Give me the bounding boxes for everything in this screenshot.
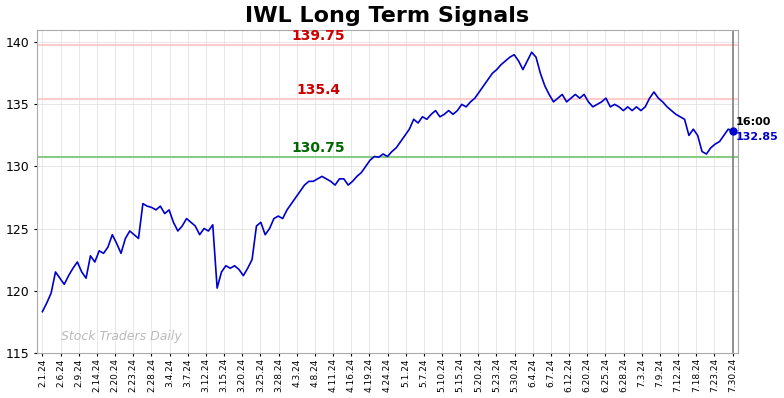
Text: Stock Traders Daily: Stock Traders Daily	[60, 330, 181, 343]
Text: 16:00: 16:00	[735, 117, 771, 127]
Text: 135.4: 135.4	[296, 83, 340, 97]
Text: 139.75: 139.75	[292, 29, 345, 43]
Text: 132.85: 132.85	[735, 132, 778, 142]
Title: IWL Long Term Signals: IWL Long Term Signals	[245, 6, 529, 25]
Text: 130.75: 130.75	[292, 140, 345, 155]
